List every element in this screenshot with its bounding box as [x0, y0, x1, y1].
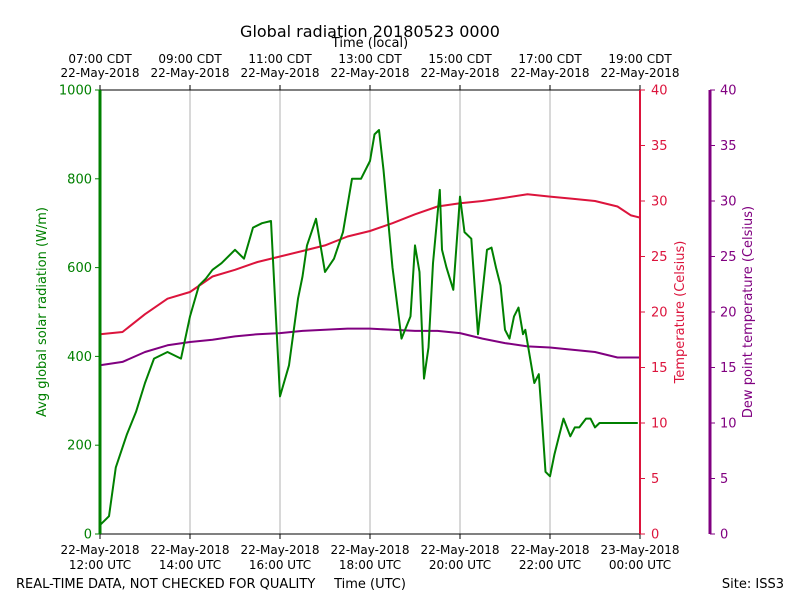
footer-quality-note: REAL-TIME DATA, NOT CHECKED FOR QUALITY: [16, 577, 315, 592]
x2-tick-label-date: 22-May-2018: [240, 66, 319, 80]
temperature-tick-label: 5: [651, 472, 659, 487]
x2-tick-label-time: 07:00 CDT: [68, 52, 132, 66]
x2-tick-label-date: 22-May-2018: [330, 66, 409, 80]
dewpoint-axis-label: Dew point temperature (Celsius): [741, 206, 756, 418]
x2-tick-label-time: 15:00 CDT: [428, 52, 492, 66]
x2-tick-label-date: 22-May-2018: [510, 66, 589, 80]
dewpoint-tick-label: 35: [720, 139, 737, 154]
x-axis-label: Time (UTC): [333, 577, 406, 592]
x2-tick-label-date: 22-May-2018: [150, 66, 229, 80]
x-tick-label-date: 22-May-2018: [150, 543, 229, 557]
x-tick-label-date: 22-May-2018: [420, 543, 499, 557]
x-tick-label-time: 16:00 UTC: [249, 558, 311, 572]
temperature-axis-label: Temperature (Celsius): [673, 241, 688, 385]
x2-tick-label-date: 22-May-2018: [60, 66, 139, 80]
dewpoint-tick-label: 25: [720, 250, 737, 265]
x-tick-label-time: 20:00 UTC: [429, 558, 491, 572]
temperature-tick-label: 15: [651, 361, 668, 376]
temperature-tick-label: 30: [651, 195, 668, 210]
dewpoint-tick-label: 20: [720, 306, 737, 321]
grid-lines: [189, 90, 551, 534]
x2-tick-label-date: 22-May-2018: [420, 66, 499, 80]
x2-tick-label-date: 22-May-2018: [600, 66, 679, 80]
series-line-dewpoint: [99, 327, 640, 367]
x2-tick-label-time: 11:00 CDT: [248, 52, 312, 66]
x2-tick-label-time: 13:00 CDT: [338, 52, 402, 66]
x-tick-label-date: 23-May-2018: [600, 543, 679, 557]
radiation-tick-label: 200: [67, 439, 92, 454]
temperature-tick-label: 40: [651, 84, 668, 99]
dewpoint-axis: 0 5 10 15 20 25 30 35 40: [708, 84, 737, 543]
temperature-axis: 0 5 10 15 20 25 30 35 40: [639, 84, 668, 543]
radiation-tick-label: 1000: [59, 84, 92, 99]
chart-title: Global radiation 20180523 0000: [240, 22, 500, 41]
temperature-tick-label: 20: [651, 306, 668, 321]
dewpoint-tick-label: 15: [720, 361, 737, 376]
radiation-tick-label: 400: [67, 350, 92, 365]
radiation-tick-label: 0: [84, 528, 92, 543]
radiation-tick-label: 600: [67, 261, 92, 276]
radiation-axis: 0 200 400 600 800 1000: [59, 84, 102, 543]
x2-tick-label-time: 19:00 CDT: [608, 52, 672, 66]
series-line-temperature: [99, 193, 641, 336]
temperature-tick-label: 25: [651, 250, 668, 265]
dewpoint-tick-label: 0: [720, 528, 728, 543]
x-tick-label-time: 12:00 UTC: [69, 558, 131, 572]
radiation-tick-label: 800: [67, 172, 92, 187]
x-tick-label-date: 22-May-2018: [60, 543, 139, 557]
dewpoint-tick-label: 5: [720, 472, 728, 487]
dewpoint-tick-label: 10: [720, 417, 737, 432]
series-group: [99, 129, 641, 526]
footer-site: Site: ISS3: [722, 577, 784, 592]
x-tick-label-date: 22-May-2018: [330, 543, 409, 557]
radiation-axis-label: Avg global solar radiation (W/m): [35, 207, 50, 417]
x-tick-label-time: 18:00 UTC: [339, 558, 401, 572]
x2-axis-label: Time (local): [331, 36, 408, 51]
x-tick-label-date: 22-May-2018: [240, 543, 319, 557]
x2-tick-label-time: 09:00 CDT: [158, 52, 222, 66]
dewpoint-tick-label: 40: [720, 84, 737, 99]
series-line-radiation: [99, 129, 638, 526]
temperature-tick-label: 35: [651, 139, 668, 154]
x2-tick-label-time: 17:00 CDT: [518, 52, 582, 66]
temperature-tick-label: 10: [651, 417, 668, 432]
temperature-tick-label: 0: [651, 528, 659, 543]
x-tick-label-time: 22:00 UTC: [519, 558, 581, 572]
x-tick-label-time: 14:00 UTC: [159, 558, 221, 572]
dewpoint-tick-label: 30: [720, 195, 737, 210]
x-tick-label-date: 22-May-2018: [510, 543, 589, 557]
x-tick-label-time: 00:00 UTC: [609, 558, 671, 572]
